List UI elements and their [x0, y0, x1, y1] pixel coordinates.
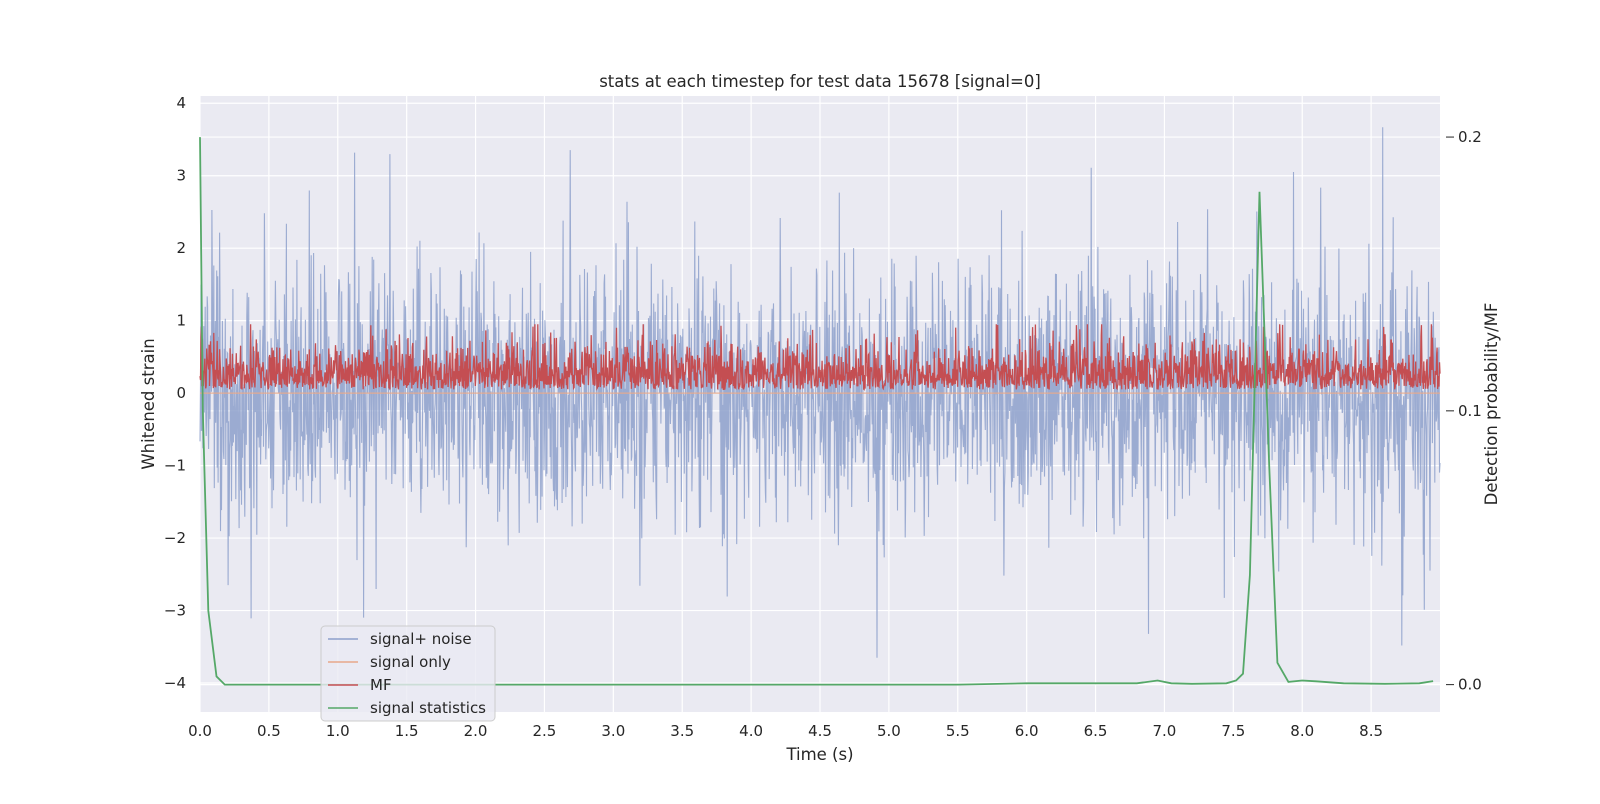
x-tick-label: 8.0	[1290, 722, 1314, 740]
y-axis-label-right: Detection probability/MF	[1482, 303, 1501, 506]
x-tick-label: 7.0	[1153, 722, 1177, 740]
y-tick-label: 2	[176, 239, 186, 257]
x-tick-label: 6.0	[1015, 722, 1039, 740]
x-tick-label: 6.5	[1084, 722, 1108, 740]
x-tick-label: 4.5	[808, 722, 832, 740]
y-ticks: −4 −3 −2 −1 0 1 2 3 4	[164, 94, 186, 692]
x-tick-label: 7.5	[1221, 722, 1245, 740]
x-ticks: 0.0 0.5 1.0 1.5 2.0 2.5 3.0 3.5 4.0 4.5 5.0 5.5 6.0 6…	[188, 722, 1383, 740]
y-tick-label: −1	[164, 457, 186, 475]
series-signal-statistics	[199, 137, 1434, 686]
x-tick-label: 0.5	[257, 722, 281, 740]
x-tick-label: 1.5	[395, 722, 419, 740]
legend-label-signal-noise: signal+ noise	[370, 630, 472, 648]
legend: signal+ noise signal only MF signal stat…	[320, 625, 496, 722]
y-axis-label: Whitened strain	[139, 338, 158, 469]
series-mf	[199, 324, 1441, 391]
legend-label-mf: MF	[370, 676, 392, 694]
x-tick-label: 2.5	[533, 722, 557, 740]
x-tick-label: 2.0	[464, 722, 488, 740]
x-tick-label: 5.5	[946, 722, 970, 740]
x-tick-label: 3.5	[670, 722, 694, 740]
y-tick-label-right: 0.0	[1458, 676, 1482, 694]
x-tick-label: 3.0	[601, 722, 625, 740]
y-tick-label: 3	[176, 167, 186, 185]
y-tick-label: −4	[164, 674, 186, 692]
x-tick-label: 8.5	[1359, 722, 1383, 740]
legend-box	[320, 625, 496, 722]
y-tick-label: 0	[176, 384, 186, 402]
y-tick-label: 4	[176, 94, 186, 112]
x-tick-label: 1.0	[326, 722, 350, 740]
x-tick-label: 4.0	[739, 722, 763, 740]
y-ticks-right: 0.0 0.1 0.2	[1446, 128, 1482, 694]
y-tick-label-right: 0.1	[1458, 402, 1482, 420]
x-tick-label: 0.0	[188, 722, 212, 740]
y-tick-label: −2	[164, 529, 186, 547]
x-axis-label: Time (s)	[785, 745, 853, 764]
chart-title: stats at each timestep for test data 156…	[599, 72, 1041, 91]
y-tick-label: −3	[164, 602, 186, 620]
y-tick-label-right: 0.2	[1458, 128, 1482, 146]
y-tick-label: 1	[176, 312, 186, 330]
legend-label-signal-only: signal only	[370, 653, 451, 671]
legend-label-signal-statistics: signal statistics	[370, 699, 486, 717]
series-layer	[199, 127, 1441, 686]
x-tick-label: 5.0	[877, 722, 901, 740]
